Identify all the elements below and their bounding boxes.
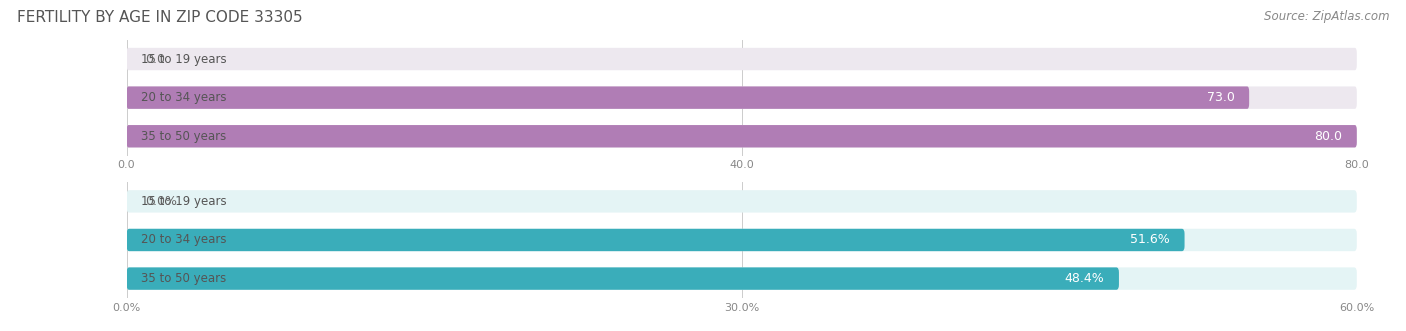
Text: 48.4%: 48.4% — [1064, 272, 1104, 285]
Text: 73.0: 73.0 — [1206, 91, 1234, 104]
FancyBboxPatch shape — [127, 125, 1357, 148]
FancyBboxPatch shape — [127, 125, 1357, 148]
Text: 0.0%: 0.0% — [145, 195, 177, 208]
Text: 35 to 50 years: 35 to 50 years — [141, 130, 226, 143]
Text: 15 to 19 years: 15 to 19 years — [141, 195, 226, 208]
Text: Source: ZipAtlas.com: Source: ZipAtlas.com — [1264, 10, 1389, 23]
FancyBboxPatch shape — [127, 267, 1357, 290]
Text: 15 to 19 years: 15 to 19 years — [141, 53, 226, 66]
FancyBboxPatch shape — [127, 86, 1249, 109]
Text: 35 to 50 years: 35 to 50 years — [141, 272, 226, 285]
Text: 51.6%: 51.6% — [1130, 233, 1170, 247]
FancyBboxPatch shape — [127, 229, 1185, 251]
Text: 80.0: 80.0 — [1315, 130, 1343, 143]
Text: 20 to 34 years: 20 to 34 years — [141, 233, 226, 247]
FancyBboxPatch shape — [127, 267, 1119, 290]
Text: 0.0: 0.0 — [145, 53, 165, 66]
FancyBboxPatch shape — [127, 190, 1357, 213]
FancyBboxPatch shape — [127, 48, 1357, 70]
Text: FERTILITY BY AGE IN ZIP CODE 33305: FERTILITY BY AGE IN ZIP CODE 33305 — [17, 10, 302, 25]
Text: 20 to 34 years: 20 to 34 years — [141, 91, 226, 104]
FancyBboxPatch shape — [127, 229, 1357, 251]
FancyBboxPatch shape — [127, 86, 1357, 109]
